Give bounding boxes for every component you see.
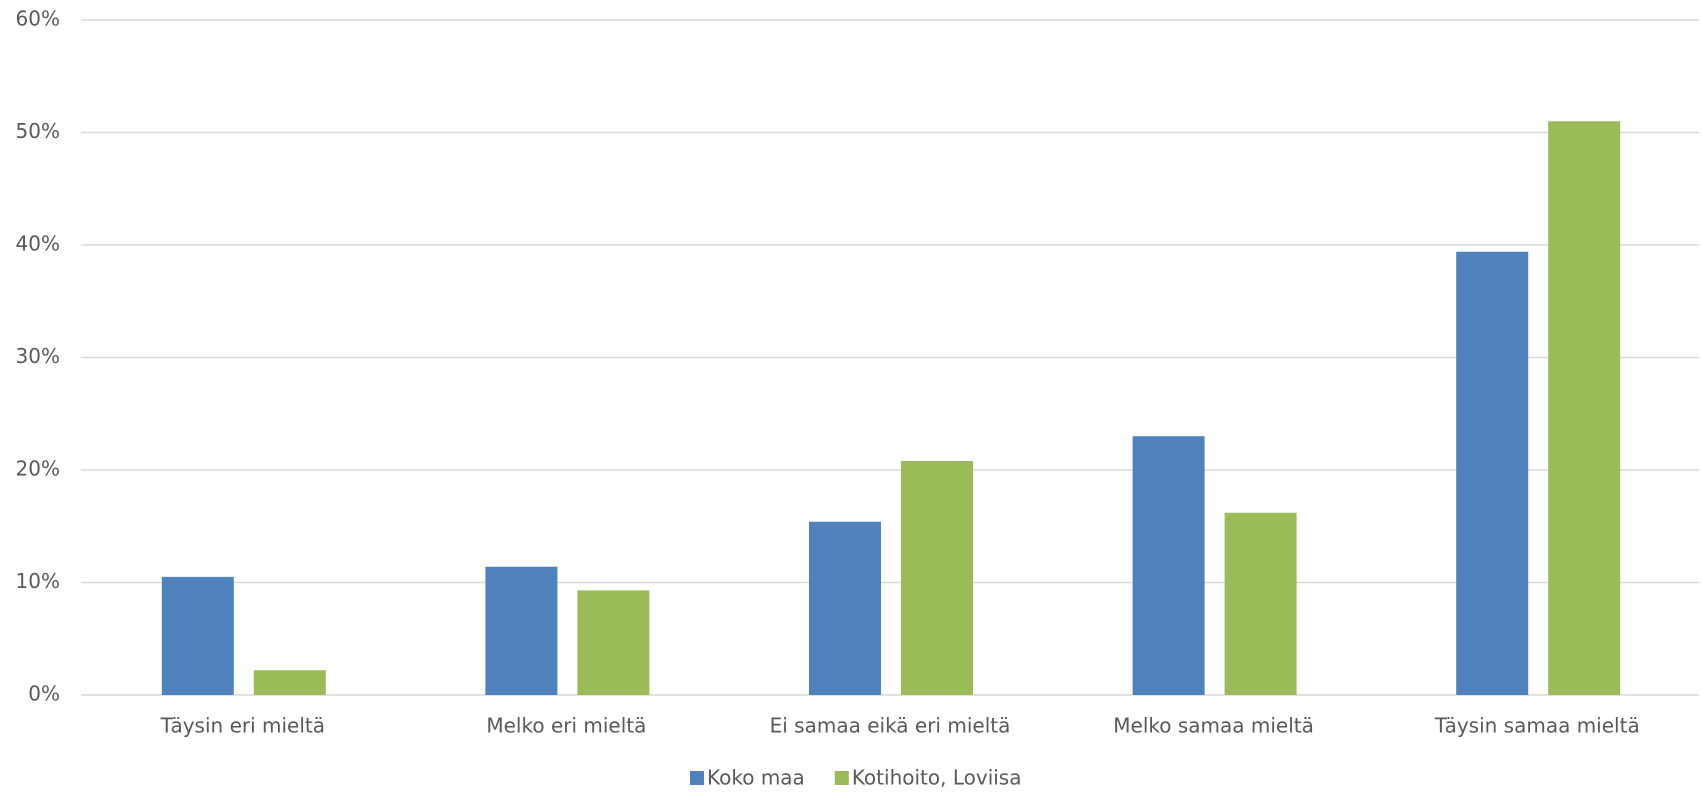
y-tick-label: 40% xyxy=(16,232,60,256)
bar xyxy=(809,521,881,695)
bar xyxy=(485,566,558,695)
legend-swatch xyxy=(690,771,704,785)
y-tick-label: 20% xyxy=(16,457,60,481)
y-tick-label: 30% xyxy=(16,344,60,368)
y-tick-label: 10% xyxy=(16,569,60,593)
y-tick-label: 0% xyxy=(28,682,60,706)
x-tick-label: Melko samaa mieltä xyxy=(1113,714,1314,738)
bar xyxy=(1132,436,1205,695)
legend-swatch xyxy=(834,771,849,785)
x-tick-label: Täysin eri mieltä xyxy=(160,714,325,738)
x-tick-label: Ei samaa eikä eri mieltä xyxy=(770,714,1011,738)
bar xyxy=(161,576,234,695)
bar xyxy=(1548,121,1621,695)
bar xyxy=(1224,512,1297,695)
bar xyxy=(901,461,973,695)
legend-label: Koko maa xyxy=(707,766,805,790)
y-tick-label: 50% xyxy=(16,119,60,143)
bar xyxy=(1456,251,1529,695)
x-tick-label: Melko eri mieltä xyxy=(486,714,646,738)
bar xyxy=(253,670,326,695)
bar xyxy=(577,590,650,695)
x-tick-label: Täysin samaa mieltä xyxy=(1434,714,1640,738)
y-tick-label: 60% xyxy=(16,7,60,31)
legend-label: Kotihoito, Loviisa xyxy=(852,766,1022,790)
